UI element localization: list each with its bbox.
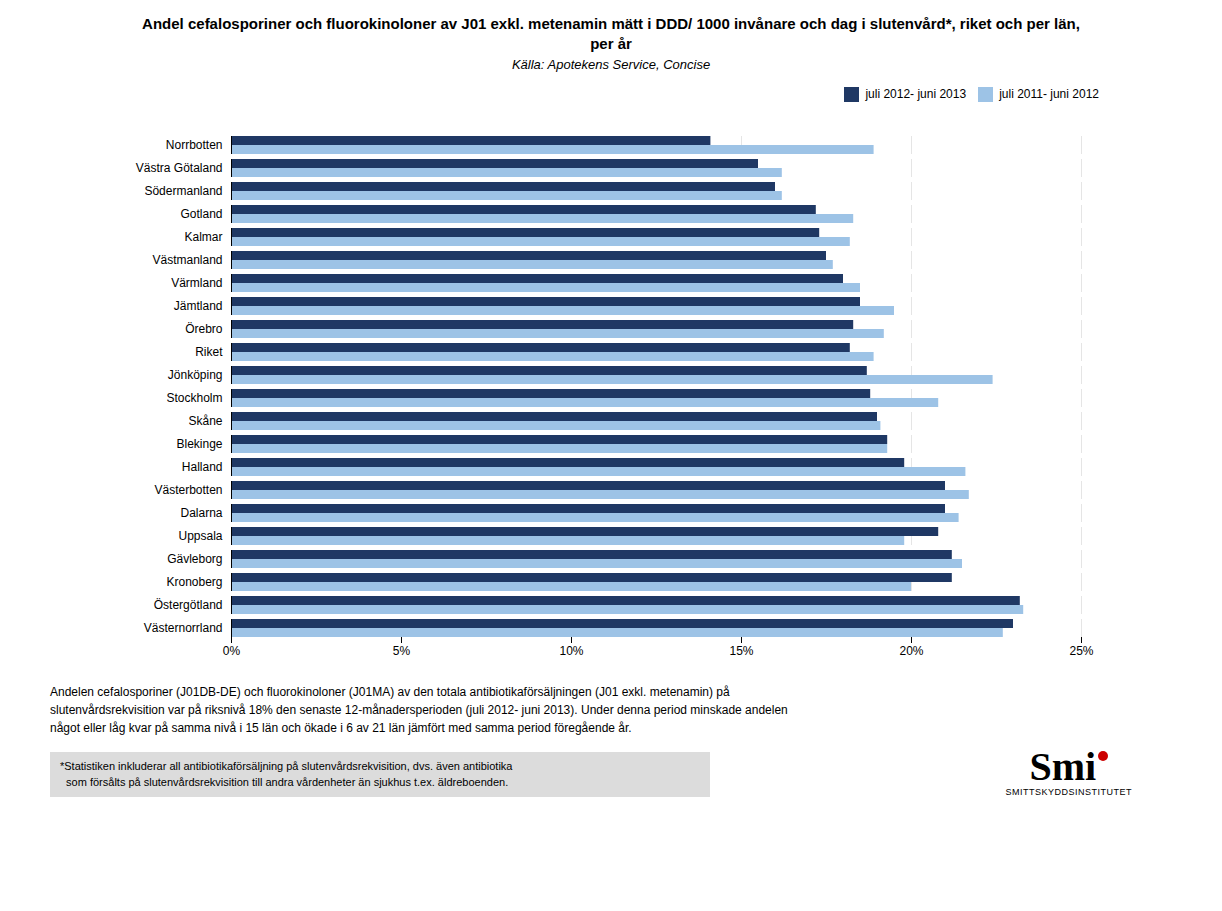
html-text:slutenvårdsrekvisition var på: slutenvårdsrekvisition var på riksnivå 1… — [50, 702, 788, 717]
svg-text:Värmland: Värmland — [171, 276, 222, 290]
svg-text:20%: 20% — [899, 644, 923, 658]
svg-text:Södermanland: Södermanland — [144, 184, 222, 198]
svg-text:Jönköping: Jönköping — [168, 368, 223, 382]
svg-text:15%: 15% — [729, 644, 753, 658]
svg-text:Västmanland: Västmanland — [152, 253, 222, 267]
svg-text:Skåne: Skåne — [188, 414, 222, 428]
svg-text:25%: 25% — [1069, 644, 1093, 658]
html-text:*Statistiken inkluderar all an: *Statistiken inkluderar all antibiotikaf… — [60, 759, 513, 772]
svg-text:Västra Götaland: Västra Götaland — [136, 161, 223, 175]
html-text:Andel cefalosporiner och fluor: Andel cefalosporiner och fluorokinoloner… — [142, 15, 1080, 53]
svg-text:Västernorrland: Västernorrland — [144, 621, 223, 635]
html-text:något eller låg kvar på samma: något eller låg kvar på samma nivå i 15 … — [50, 720, 632, 735]
svg-text:10%: 10% — [559, 644, 583, 658]
svg-text:0%: 0% — [223, 644, 241, 658]
svg-text:Riket: Riket — [195, 345, 223, 359]
html-text:Källa: Apotekens Service, Conc: Källa: Apotekens Service, Concise — [511, 56, 711, 72]
svg-text:Halland: Halland — [182, 460, 223, 474]
svg-text:5%: 5% — [393, 644, 411, 658]
html-text:Smi: Smi — [1029, 743, 1097, 789]
svg-text:Dalarna: Dalarna — [180, 506, 222, 520]
svg-text:Kalmar: Kalmar — [184, 230, 222, 244]
svg-text:Uppsala: Uppsala — [178, 529, 222, 543]
html-text:juli 2011- juni 2012: juli 2011- juni 2012 — [999, 87, 1099, 101]
svg-text:Gotland: Gotland — [180, 207, 222, 221]
svg-text:Gävleborg: Gävleborg — [167, 552, 222, 566]
svg-text:Stockholm: Stockholm — [166, 391, 222, 405]
svg-text:Östergötland: Östergötland — [154, 598, 223, 612]
html-text:som försålts på slutenvårdsrek: som försålts på slutenvårdsrekvisition t… — [60, 776, 509, 788]
html-text:juli 2012- juni 2013: juli 2012- juni 2013 — [865, 87, 967, 101]
svg-text:Blekinge: Blekinge — [176, 437, 222, 451]
svg-text:Norrbotten: Norrbotten — [166, 138, 223, 152]
html-text:Andelen cefalosporiner (J01DB-: Andelen cefalosporiner (J01DB-DE) och fl… — [50, 684, 730, 699]
svg-text:Kronoberg: Kronoberg — [166, 575, 222, 589]
svg-text:Örebro: Örebro — [185, 322, 223, 336]
svg-text:Jämtland: Jämtland — [174, 299, 223, 313]
html-text:SMITTSKYDDSINSTITUTET: SMITTSKYDDSINSTITUTET — [1005, 786, 1132, 797]
svg-text:Västerbotten: Västerbotten — [154, 483, 222, 497]
